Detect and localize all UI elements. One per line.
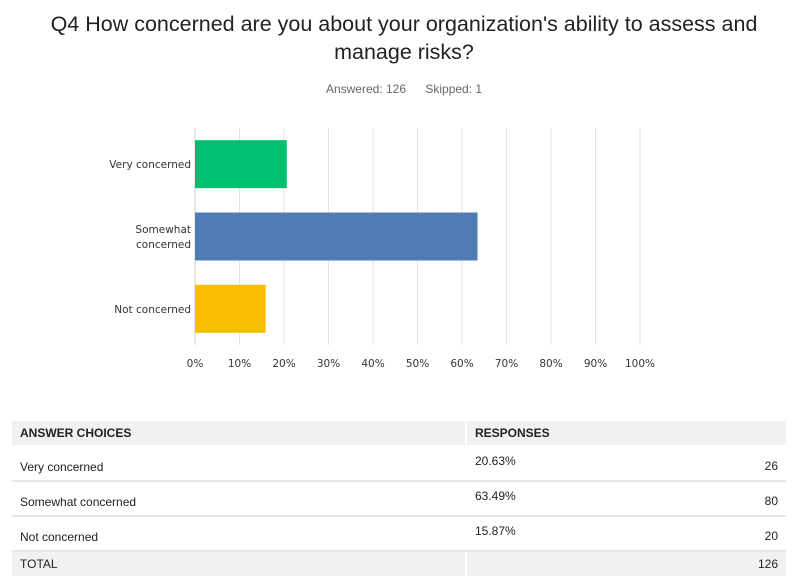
response-cell: 63.49% 80 xyxy=(465,481,786,517)
x-tick-label: 10% xyxy=(228,358,251,370)
y-category-label-line: concerned xyxy=(136,239,191,251)
question-title: Q4 How concerned are you about your orga… xyxy=(0,10,808,66)
y-category-label: Not concerned xyxy=(114,304,191,316)
y-category-label: Very concerned xyxy=(109,159,191,171)
x-tick-label: 50% xyxy=(406,358,429,370)
response-cell: 15.87% 20 xyxy=(465,516,786,552)
y-category-label: Somewhat concerned xyxy=(135,224,191,251)
x-tick-label: 90% xyxy=(584,358,607,370)
table-header-row: ANSWER CHOICES RESPONSES xyxy=(12,421,786,447)
response-cell: 20.63% 26 xyxy=(465,446,786,482)
y-category-label-line: Very concerned xyxy=(109,159,191,171)
table-row: Very concerned 20.63% 26 xyxy=(12,446,786,482)
question-title-line-2: manage risks? xyxy=(334,40,474,64)
response-percent: 20.63% xyxy=(475,454,516,468)
header-answer-choices: ANSWER CHOICES xyxy=(12,421,466,447)
bar-chart: 0% 10% 20% 30% 40% 50% 60% 70% 80% 90% 100% Very co… xyxy=(109,128,655,370)
response-count: 26 xyxy=(764,459,778,473)
answer-choice-cell: Very concerned xyxy=(12,446,466,482)
y-category-label-line: Somewhat xyxy=(135,224,191,236)
bar xyxy=(195,284,266,333)
x-tick-label: 100% xyxy=(625,358,655,370)
x-tick-label: 20% xyxy=(272,358,295,370)
answer-choice-cell: Somewhat concerned xyxy=(12,481,466,517)
response-count: 80 xyxy=(764,494,778,508)
x-tick-label: 80% xyxy=(539,358,562,370)
answered-count: Answered: 126 xyxy=(325,82,406,96)
skipped-count: Skipped: 1 xyxy=(425,82,483,96)
x-tick-label: 30% xyxy=(317,358,340,370)
total-label: TOTAL xyxy=(12,551,466,576)
answer-choice-cell: Not concerned xyxy=(12,516,466,552)
total-row: TOTAL 126 xyxy=(12,551,786,576)
response-stats: Answered: 126 Skipped: 1 xyxy=(0,82,808,96)
responses-table: ANSWER CHOICES RESPONSES Very concerned … xyxy=(12,421,786,576)
x-tick-label: 60% xyxy=(450,358,473,370)
total-cell: 126 xyxy=(465,551,786,576)
response-count: 20 xyxy=(764,529,778,543)
y-category-label-line: Not concerned xyxy=(114,304,191,316)
table-row: Somewhat concerned 63.49% 80 xyxy=(12,481,786,517)
bar xyxy=(195,212,478,261)
x-tick-label: 70% xyxy=(495,358,518,370)
question-title-line-1: Q4 How concerned are you about your orga… xyxy=(50,12,758,36)
response-percent: 63.49% xyxy=(475,489,516,503)
table-row: Not concerned 15.87% 20 xyxy=(12,516,786,552)
header-responses: RESPONSES xyxy=(465,421,786,447)
x-tick-label: 40% xyxy=(361,358,384,370)
bar xyxy=(195,140,287,189)
x-tick-label: 0% xyxy=(187,358,204,370)
response-percent: 15.87% xyxy=(475,524,516,538)
total-count: 126 xyxy=(757,557,778,571)
